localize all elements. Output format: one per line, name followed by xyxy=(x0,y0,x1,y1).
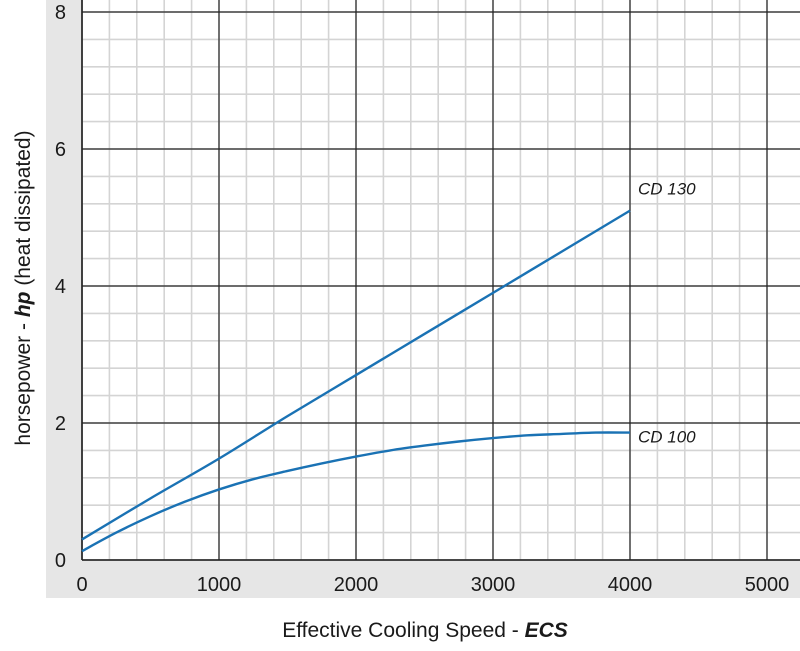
x-tick-label: 4000 xyxy=(608,574,653,596)
x-tick-label: 5000 xyxy=(745,574,790,596)
series-line-cd-100 xyxy=(81,431,631,553)
y-axis-title: horsepower - hp (heat dissipated) xyxy=(12,130,35,445)
series-label-cd-130: CD 130 xyxy=(638,180,696,199)
x-tick-label: 1000 xyxy=(197,574,242,596)
y-axis-band xyxy=(46,0,82,598)
x-tick-label: 2000 xyxy=(334,574,379,596)
series-labels: CD 130 CD 100 xyxy=(638,180,696,447)
y-tick-label: 6 xyxy=(55,139,66,161)
plot-area xyxy=(82,0,800,560)
x-tick-label: 0 xyxy=(76,574,87,596)
y-tick-label: 0 xyxy=(55,550,66,572)
y-tick-label: 8 xyxy=(55,2,66,24)
x-axis-title: Effective Cooling Speed - ECS xyxy=(282,619,568,642)
x-tick-label: 3000 xyxy=(471,574,516,596)
y-tick-label: 4 xyxy=(55,276,66,298)
series-lines xyxy=(81,209,631,553)
tick-labels: 0 1000 2000 3000 4000 5000 0 2 4 6 8 xyxy=(55,2,789,596)
x-axis-band xyxy=(46,560,800,598)
grid xyxy=(81,0,800,561)
y-tick-label: 2 xyxy=(55,413,66,435)
series-line-cd-130 xyxy=(81,209,631,541)
series-label-cd-100: CD 100 xyxy=(638,428,696,447)
axis-background xyxy=(46,0,800,598)
